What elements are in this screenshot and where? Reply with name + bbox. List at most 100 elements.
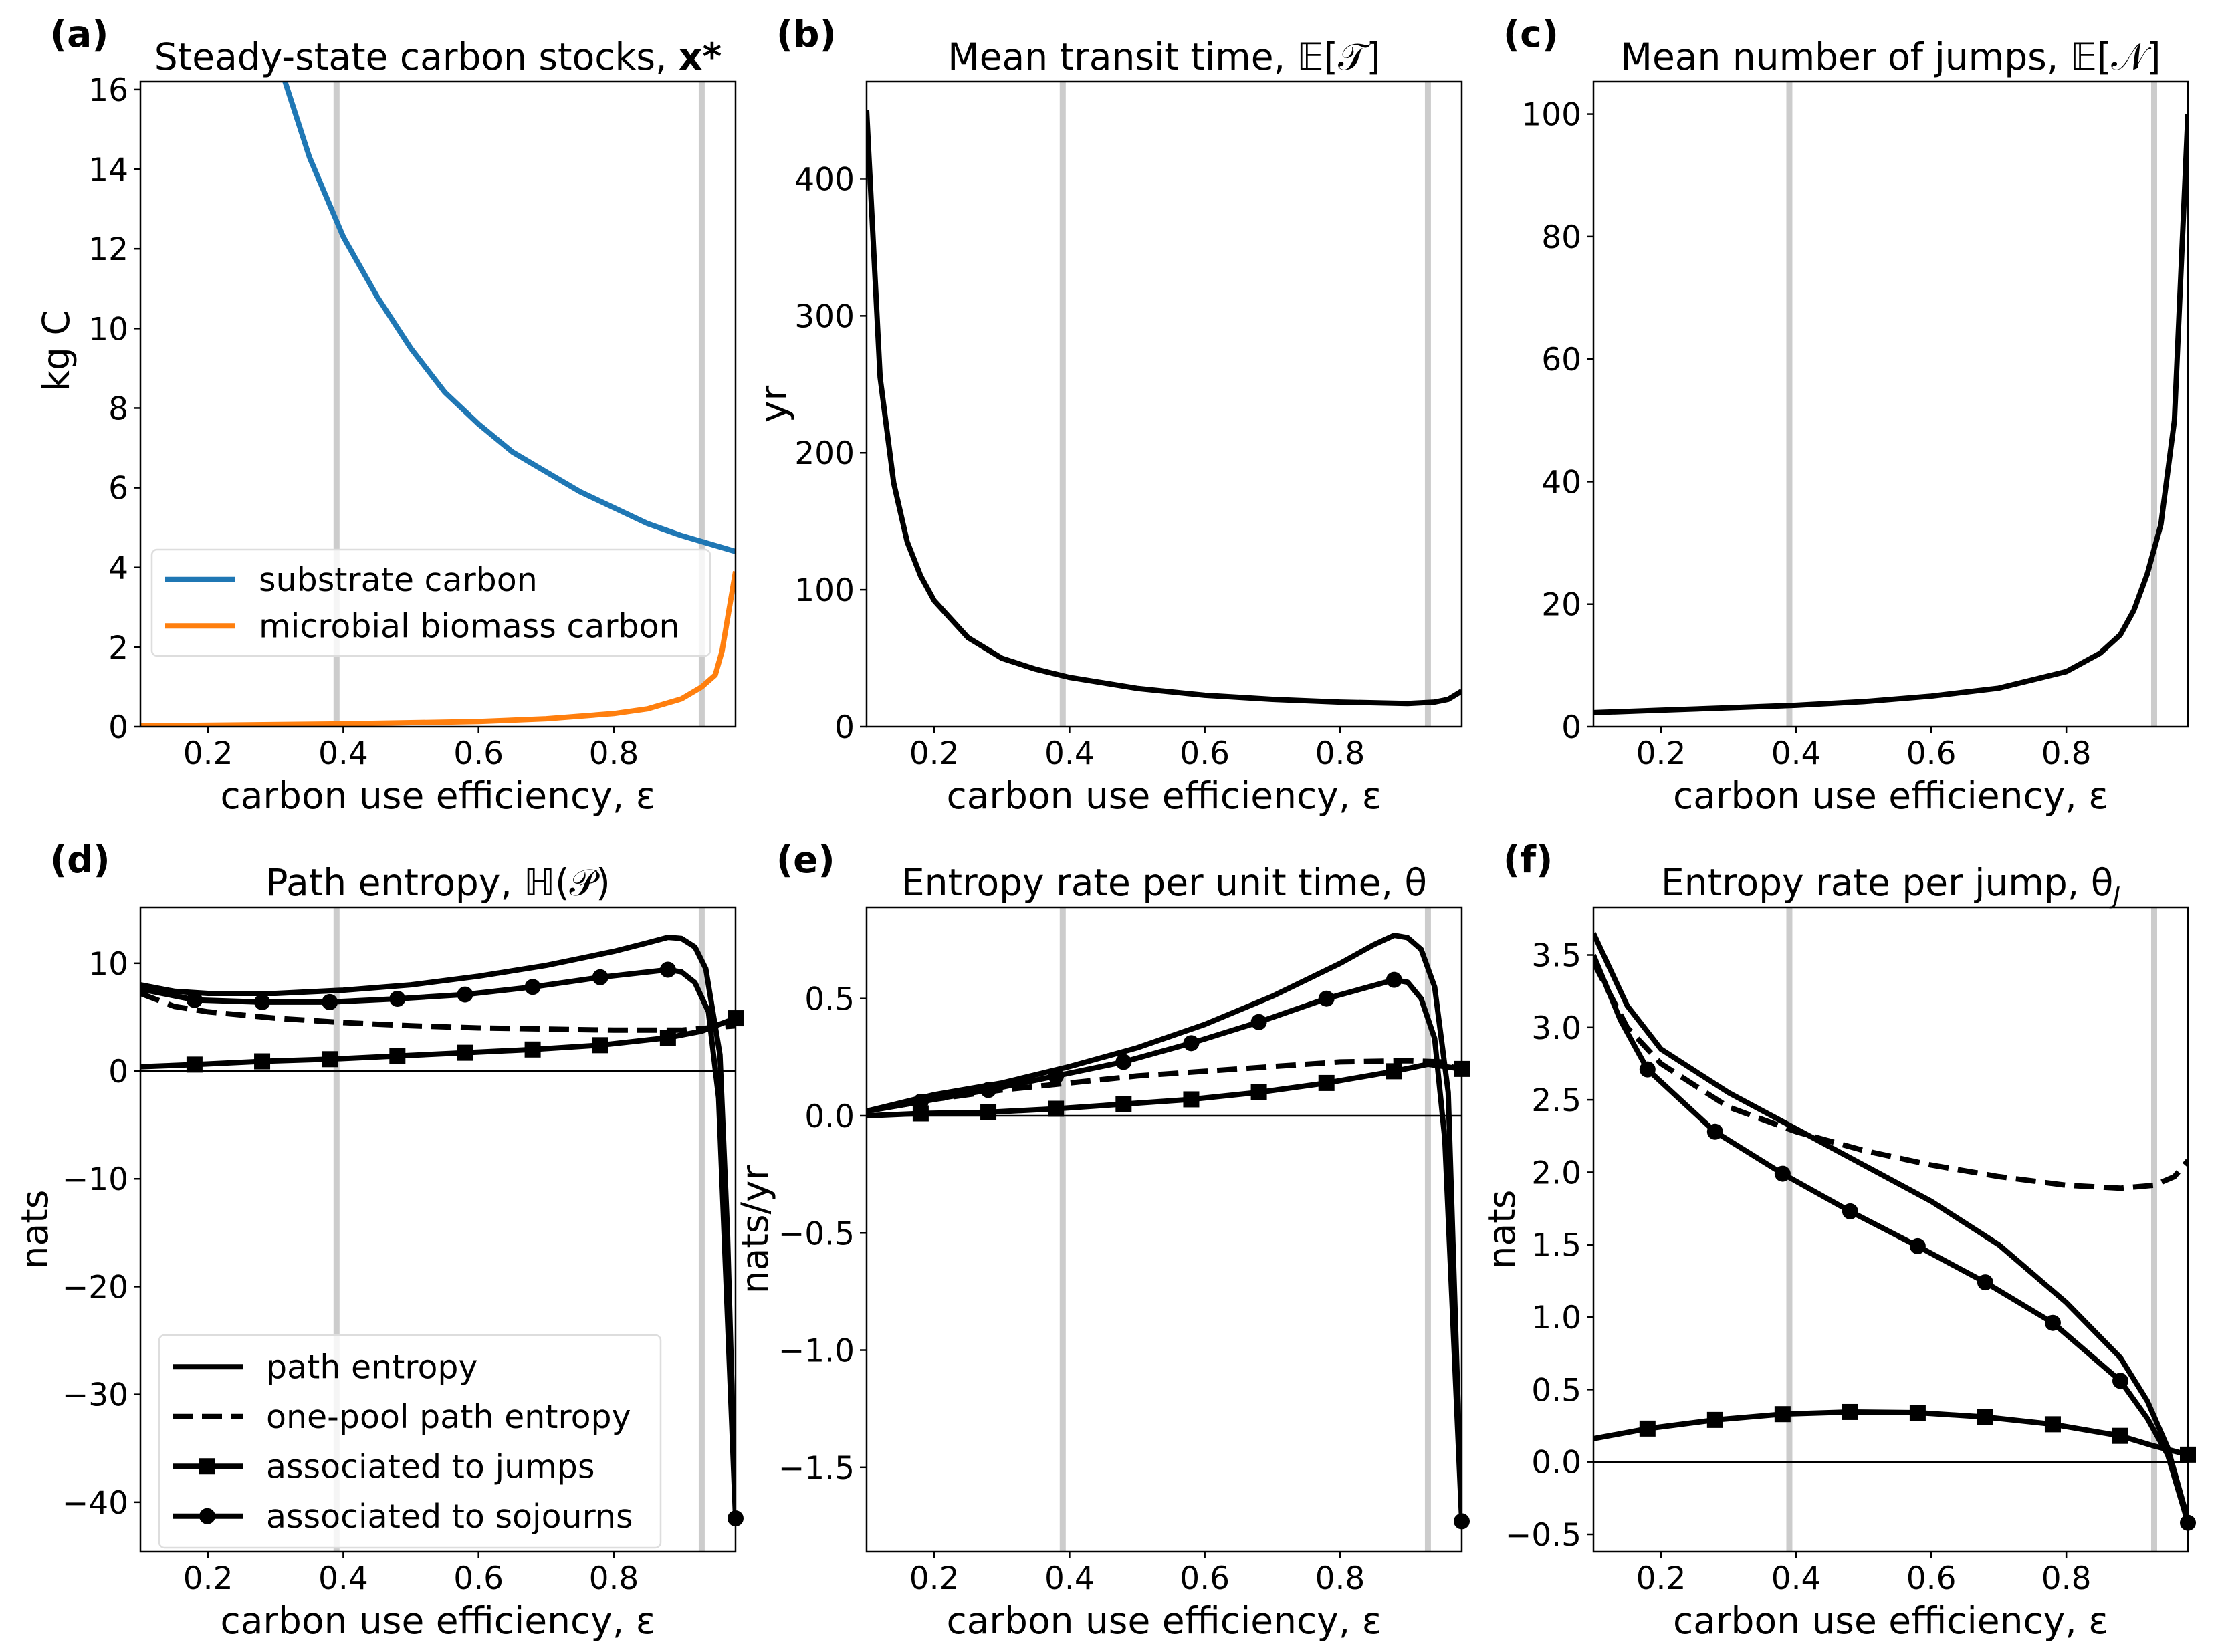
- x-tick-label: 0.4: [318, 735, 368, 772]
- legend-label: path entropy: [266, 1348, 478, 1386]
- y-tick-label: 10: [88, 946, 128, 983]
- data-point-circle: [1842, 1203, 1858, 1219]
- data-point-square: [980, 1104, 997, 1120]
- data-point-square: [1842, 1403, 1858, 1420]
- x-tick-label: 0.8: [589, 735, 639, 772]
- x-axis-label: carbon use efficiency, ε: [946, 1599, 1381, 1642]
- chart-title: Entropy rate per jump, θJ: [1661, 861, 2120, 909]
- title-bold-symbol: x*: [679, 35, 722, 78]
- data-point-circle: [980, 1082, 997, 1098]
- y-tick-label: 6: [108, 471, 128, 507]
- plot-area: [1593, 82, 2188, 727]
- data-point-circle: [2112, 1373, 2128, 1389]
- data-point-square: [1909, 1405, 1926, 1421]
- x-tick-label: 0.2: [1636, 735, 1686, 772]
- data-point-square: [1250, 1084, 1267, 1100]
- series-line-one-pool-path-entropy: [867, 1058, 1462, 1114]
- y-axis-label: nats: [1480, 1190, 1523, 1270]
- y-tick-label: 0.0: [804, 1098, 855, 1135]
- x-tick-label: 0.2: [183, 735, 233, 772]
- panel-label: (f): [1503, 838, 1553, 881]
- data-point-square: [1774, 1406, 1791, 1423]
- panel-label: (c): [1503, 13, 1559, 55]
- x-tick-label: 0.6: [1180, 1560, 1230, 1597]
- panel-a: 0.2 0.4 0.6 0.8 0 2 4 6 8 10 12 14 16 carbon use effi…: [35, 13, 737, 817]
- data-point-circle: [1706, 1123, 1723, 1140]
- x-axis-label: carbon use efficiency, ε: [1673, 1599, 2108, 1642]
- y-axis-label: nats: [13, 1190, 56, 1270]
- panel-f: 0.2 0.4 0.6 0.8 −0.5 0.0 0.5 1.0 1.5 2.0 2.5 3.0 3.5…: [1480, 838, 2196, 1642]
- data-point-square: [1048, 1100, 1065, 1117]
- y-tick-label: 0: [835, 709, 855, 746]
- data-point-square: [2044, 1416, 2061, 1433]
- legend-label: microbial biomass carbon: [259, 607, 680, 645]
- x-tick-label: 0.8: [1315, 1560, 1365, 1597]
- series-line-associated-to-sojourns: [140, 967, 736, 1519]
- y-tick-label: 8: [108, 390, 128, 427]
- x-tick-label: 0.6: [453, 1560, 504, 1597]
- chart-title: Path entropy, ℍ(𝒫): [265, 861, 610, 904]
- y-tick-label: 300: [794, 298, 855, 335]
- series-line-path-entropy: [867, 933, 1462, 1522]
- y-tick-label: 400: [794, 161, 855, 198]
- data-point-circle: [1318, 990, 1335, 1007]
- x-tick-label: 0.6: [453, 735, 504, 772]
- legend-box: [150, 548, 711, 657]
- series-line-microbial-biomass-carbon: [140, 571, 736, 727]
- x-tick-label: 0.4: [1771, 1560, 1821, 1597]
- y-tick-label: 2: [108, 630, 128, 667]
- x-axis-label: carbon use efficiency, ε: [220, 1599, 655, 1642]
- x-tick-label: 0.8: [1315, 735, 1365, 772]
- axes-frame: [865, 80, 1463, 728]
- y-tick-label: −0.5: [1505, 1517, 1581, 1554]
- series-line-mean-transit-time: [867, 110, 1462, 707]
- axes-frame: [1592, 80, 2189, 728]
- y-tick-label: 60: [1541, 342, 1581, 378]
- x-tick-label: 0.2: [909, 1560, 960, 1597]
- y-tick-label: −10: [62, 1161, 128, 1198]
- legend: substrate carbon microbial biomass carbon: [150, 548, 711, 657]
- data-point-circle: [389, 991, 406, 1008]
- title-subscript: J: [2109, 882, 2120, 909]
- data-point-circle: [457, 986, 473, 1003]
- y-tick-label: 16: [88, 72, 128, 109]
- data-point-square: [1386, 1063, 1402, 1080]
- x-axis-label: carbon use efficiency, ε: [1673, 774, 2108, 817]
- data-point-square: [1977, 1409, 1993, 1425]
- data-point-circle: [1639, 1061, 1656, 1078]
- plot-area: [1593, 907, 2188, 1552]
- y-tick-label: 10: [88, 311, 128, 348]
- data-point-circle: [524, 979, 541, 995]
- x-tick-label: 0.4: [1044, 1560, 1095, 1597]
- y-tick-label: −40: [62, 1485, 128, 1522]
- axes-frame: [139, 906, 737, 1553]
- data-point-circle: [1774, 1165, 1791, 1182]
- series-line-associated-to-sojourns: [867, 977, 1462, 1522]
- panel-label: (b): [776, 13, 837, 55]
- y-tick-label: 12: [88, 231, 128, 268]
- y-tick-label: 0: [1561, 709, 1581, 746]
- data-point-square: [389, 1048, 406, 1064]
- y-tick-label: 14: [88, 152, 128, 189]
- series-line-substrate-carbon: [282, 82, 736, 554]
- x-tick-label: 0.4: [1771, 735, 1821, 772]
- y-tick-label: 100: [1521, 97, 1581, 134]
- data-point-circle: [1115, 1054, 1132, 1070]
- legend-marker-circle: [199, 1508, 215, 1524]
- panel-d: 0.2 0.4 0.6 0.8 −40 −30 −20 −10 0 10 carbon use ef…: [13, 838, 744, 1642]
- legend-label: substrate carbon: [259, 561, 538, 599]
- y-tick-label: 0.5: [1531, 1372, 1581, 1409]
- y-tick-label: 2.0: [1531, 1155, 1581, 1191]
- plot-area: [140, 907, 736, 1552]
- panel-label: (e): [776, 838, 835, 881]
- y-tick-label: 20: [1541, 587, 1581, 624]
- y-tick-label: 2.5: [1531, 1082, 1581, 1119]
- legend-marker-square: [199, 1458, 215, 1475]
- data-point-circle: [1909, 1237, 1926, 1254]
- legend: path entropy one-pool path entropy associa…: [158, 1334, 662, 1549]
- panel-label: (a): [50, 13, 108, 55]
- panel-e: 0.2 0.4 0.6 0.8 −1.5 −1.0 −0.5 0.0 0.5 carbon use…: [734, 838, 1470, 1642]
- legend-label: one-pool path entropy: [266, 1398, 631, 1436]
- x-tick-label: 0.6: [1906, 1560, 1957, 1597]
